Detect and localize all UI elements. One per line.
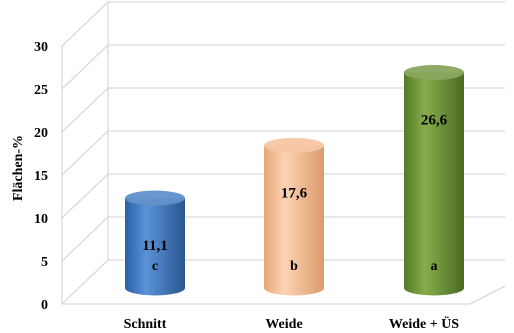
x-tick-label: Weide + ÜS xyxy=(389,315,459,332)
bar-top-highlight xyxy=(404,65,464,81)
y-tick-label: 10 xyxy=(34,212,48,227)
bar-top-cap xyxy=(264,137,324,153)
significance-letter: a xyxy=(431,259,438,274)
floor-right-edge xyxy=(469,285,506,305)
bar-2: 17,6 b xyxy=(264,137,324,296)
significance-letter: b xyxy=(290,259,298,274)
bar-top-cap xyxy=(125,190,185,206)
data-label: 17,6 xyxy=(281,185,308,201)
data-label: 26,6 xyxy=(421,113,448,129)
bar-body xyxy=(125,198,185,296)
y-tick-label: 5 xyxy=(41,255,48,270)
bar-top-highlight xyxy=(264,137,324,153)
wall-gridline xyxy=(61,216,109,262)
bars: 11,1 c 17,6 b 26,6 a xyxy=(125,65,464,296)
wall-gridline xyxy=(61,173,109,219)
bar-1: 11,1 c xyxy=(125,190,185,296)
category-labels: Schnitt Weide Weide + ÜS xyxy=(124,315,460,332)
data-label: 11,1 xyxy=(142,238,167,254)
x-tick-label: Weide xyxy=(265,317,302,332)
wall-gridline xyxy=(61,44,109,90)
bar-body xyxy=(264,145,324,296)
bar-top-highlight xyxy=(125,190,185,206)
bar-top-cap xyxy=(404,65,464,81)
y-tick-label: 15 xyxy=(34,169,48,184)
wall-gridline xyxy=(61,87,109,133)
bar-3: 26,6 a xyxy=(404,65,464,296)
y-tick-label: 20 xyxy=(34,126,48,141)
y-tick-label: 0 xyxy=(41,298,48,313)
y-tick-label: 25 xyxy=(34,83,48,98)
x-tick-label: Schnitt xyxy=(124,317,167,332)
wall-gridline xyxy=(61,259,109,305)
wall-gridline xyxy=(61,130,109,176)
y-axis-ticks: 0 5 10 15 20 25 30 xyxy=(34,40,48,313)
y-axis-label: Flächen-% xyxy=(11,135,26,201)
bar-body xyxy=(404,72,464,296)
y-tick-label: 30 xyxy=(34,40,48,55)
significance-letter: c xyxy=(152,259,158,274)
wall-gridline xyxy=(61,1,109,47)
